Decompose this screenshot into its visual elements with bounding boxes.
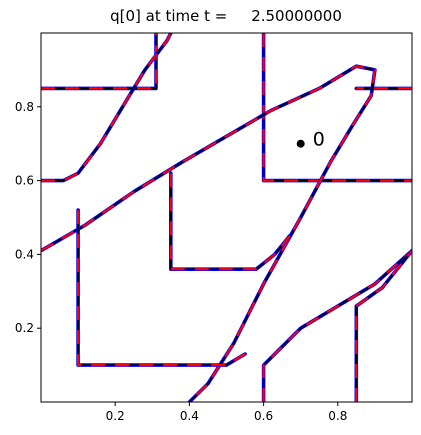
y-tick-label: 0.6: [15, 174, 34, 188]
contour-line-3: [41, 33, 172, 182]
contour-outer-5: [169, 171, 292, 272]
contour-outer-3: [41, 33, 173, 183]
x-tick-label: 0.8: [328, 409, 347, 423]
contour-marker-7: [262, 249, 412, 402]
contour-outer-7: [261, 248, 412, 402]
contour-outer-1: [261, 33, 412, 183]
chart-title: q[0] at time t = 2.50000000: [110, 7, 342, 25]
plot-area: [41, 33, 412, 402]
contour-marker-0: [41, 33, 158, 90]
contour-marker-3: [41, 33, 172, 182]
plot-frame: [40, 32, 413, 403]
contour-outer-4: [41, 64, 377, 402]
y-tick-label: 0.2: [15, 321, 34, 335]
contour-marker-4: [41, 65, 376, 402]
contour-marker-5: [169, 173, 291, 271]
x-axis: 0.2 0.4 0.6 0.8: [106, 402, 347, 423]
contour-marker-8: [355, 250, 412, 402]
marker-point-label: 0: [313, 129, 325, 151]
contour-line-1: [262, 33, 412, 182]
contour-outer-6: [76, 208, 247, 367]
contour-line-4: [41, 65, 376, 402]
x-tick-label: 0.2: [106, 409, 125, 423]
y-axis: 0.2 0.4 0.6 0.8: [15, 100, 41, 335]
y-tick-label: 0.4: [15, 247, 34, 261]
x-tick-label: 0.6: [254, 409, 273, 423]
contour-marker-6: [76, 210, 246, 367]
contour-line-6: [77, 209, 246, 366]
contour-line-7: [262, 249, 412, 402]
contour-marker-1: [262, 33, 412, 182]
marker-point: [296, 139, 305, 148]
x-tick-label: 0.4: [180, 409, 199, 423]
annotations: 0: [296, 129, 325, 151]
y-tick-label: 0.8: [15, 100, 34, 114]
